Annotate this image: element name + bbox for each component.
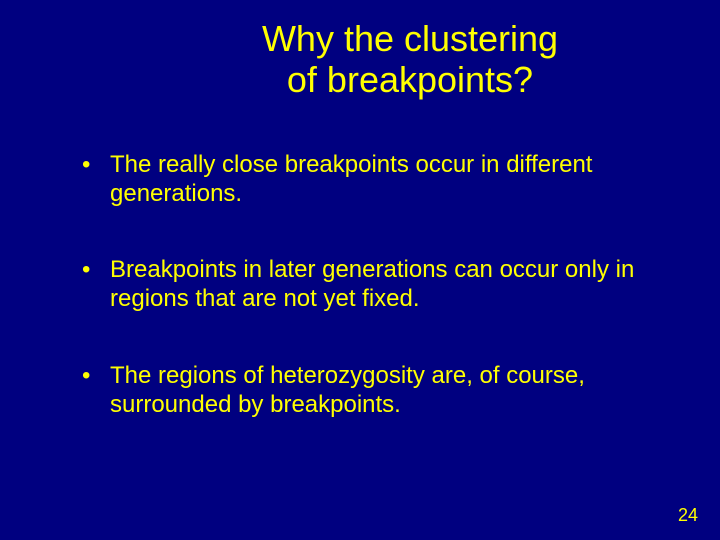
bullet-list: The really close breakpoints occur in di… xyxy=(48,151,672,420)
slide-title: Why the clustering of breakpoints? xyxy=(228,18,592,101)
bullet-text: Breakpoints in later generations can occ… xyxy=(110,256,634,312)
bullet-text: The regions of heterozygosity are, of co… xyxy=(110,362,585,418)
bullet-text: The really close breakpoints occur in di… xyxy=(110,151,592,207)
title-line-2: of breakpoints? xyxy=(287,59,533,100)
bullet-item: The regions of heterozygosity are, of co… xyxy=(80,362,672,420)
bullet-item: The really close breakpoints occur in di… xyxy=(80,151,672,209)
page-number: 24 xyxy=(678,505,698,526)
title-line-1: Why the clustering xyxy=(262,18,558,59)
slide: Why the clustering of breakpoints? The r… xyxy=(0,0,720,540)
bullet-item: Breakpoints in later generations can occ… xyxy=(80,256,672,314)
